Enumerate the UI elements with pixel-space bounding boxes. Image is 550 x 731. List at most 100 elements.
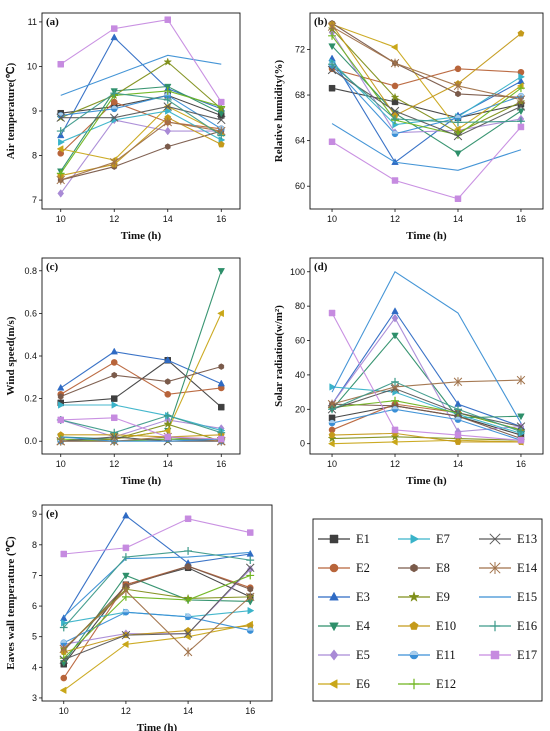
data-point-E16 bbox=[391, 377, 399, 386]
data-point-E2 bbox=[454, 65, 462, 73]
y-tick-label: 0.2 bbox=[24, 394, 37, 404]
data-point-E13 bbox=[516, 102, 526, 111]
series-line-E17 bbox=[63, 518, 251, 555]
legend: E1 E2 E3 E4 E5 E6 E7 E8 E9 E10 E11 E12 E13 E14 E15 E16 E… bbox=[312, 518, 543, 702]
data-point-E7 bbox=[392, 120, 400, 129]
data-point-E1 bbox=[218, 403, 225, 411]
data-point-E6 bbox=[59, 686, 67, 695]
series-line-E14 bbox=[60, 121, 222, 181]
panel-label: (c) bbox=[46, 261, 59, 273]
data-point-E13 bbox=[121, 630, 131, 640]
data-point-E16 bbox=[328, 405, 336, 414]
plot-frame bbox=[41, 504, 273, 702]
y-tick-label: 60 bbox=[295, 336, 305, 346]
data-point-E7 bbox=[58, 401, 65, 409]
data-point-E7 bbox=[329, 383, 337, 391]
legend-marker-E3 bbox=[329, 591, 339, 601]
series-line-E4 bbox=[63, 574, 251, 664]
data-point-E13 bbox=[109, 113, 119, 122]
series-line-E3 bbox=[331, 310, 522, 428]
data-point-E11-shade bbox=[454, 416, 461, 420]
legend-marker-E1 bbox=[329, 534, 339, 544]
series-layer bbox=[56, 16, 226, 198]
series-line-E4 bbox=[331, 334, 521, 419]
data-point-E6 bbox=[516, 82, 524, 90]
data-point-E11-shade bbox=[111, 105, 118, 109]
data-point-E6 bbox=[390, 43, 398, 51]
x-tick-label: 12 bbox=[109, 459, 119, 469]
data-point-E3 bbox=[57, 383, 65, 391]
x-tick-label: 14 bbox=[163, 214, 173, 224]
data-point-E16 bbox=[454, 405, 462, 414]
series-line-E17 bbox=[331, 126, 522, 200]
data-point-E13 bbox=[453, 131, 463, 141]
series-line-E7 bbox=[60, 110, 222, 143]
series-line-E12 bbox=[60, 90, 222, 174]
series-line-E14 bbox=[63, 589, 251, 653]
data-point-E9 bbox=[327, 433, 337, 443]
data-point-E7 bbox=[247, 606, 255, 615]
series-line-E11 bbox=[331, 65, 522, 135]
data-point-E12 bbox=[184, 596, 192, 604]
x-axis-title: Time (h) bbox=[137, 722, 178, 731]
data-point-E6 bbox=[56, 145, 64, 153]
data-point-E3 bbox=[391, 307, 399, 314]
data-point-E9 bbox=[163, 57, 173, 66]
data-point-E4 bbox=[517, 108, 525, 116]
series-line-E10 bbox=[331, 24, 522, 117]
y-tick-label: 0.6 bbox=[24, 308, 37, 318]
data-point-E4 bbox=[517, 413, 525, 421]
data-point-E2 bbox=[164, 391, 172, 398]
data-point-E16 bbox=[110, 428, 119, 437]
data-point-E14 bbox=[121, 586, 131, 596]
legend-label-E14: E14 bbox=[517, 561, 538, 575]
legend-label-E10: E10 bbox=[436, 619, 456, 633]
series-line-E16 bbox=[60, 415, 222, 434]
data-point-E4 bbox=[391, 332, 399, 340]
data-point-E17 bbox=[218, 435, 225, 443]
data-point-E17 bbox=[164, 433, 172, 441]
data-point-E11-shade bbox=[57, 112, 64, 116]
data-point-E17 bbox=[517, 436, 525, 444]
legend-marker-E17 bbox=[490, 650, 500, 660]
data-point-E6 bbox=[163, 426, 171, 435]
data-point-E9 bbox=[163, 419, 173, 428]
series-layer bbox=[56, 268, 226, 446]
x-tick-label: 14 bbox=[453, 214, 463, 224]
data-point-E4 bbox=[454, 150, 462, 158]
chart-panel-0: (a) 10 12 14 16 7 8 9 10 11 Time (h) Air temperatur… bbox=[5, 12, 241, 242]
legend-label-E7: E7 bbox=[436, 532, 450, 546]
series-line-E7 bbox=[331, 386, 522, 434]
series-line-E17 bbox=[60, 19, 222, 103]
data-point-E17 bbox=[184, 515, 192, 523]
legend-marker-E12 bbox=[408, 678, 420, 690]
series-layer bbox=[327, 270, 526, 448]
y-tick-label: 0 bbox=[300, 439, 305, 449]
series-line-E6 bbox=[60, 313, 222, 442]
series-line-E5 bbox=[331, 32, 522, 134]
data-point-E13 bbox=[183, 629, 193, 638]
series-line-E15 bbox=[331, 123, 522, 171]
x-tick-label: 16 bbox=[216, 459, 226, 469]
series-line-E13 bbox=[331, 388, 522, 428]
y-axis-title: Air temperature(℃) bbox=[5, 62, 17, 159]
x-tick-label: 12 bbox=[121, 706, 131, 716]
data-point-E13 bbox=[390, 106, 400, 116]
series-line-E6 bbox=[332, 439, 521, 445]
data-point-E7 bbox=[61, 619, 68, 627]
data-point-E13 bbox=[327, 65, 337, 75]
series-line-E16 bbox=[331, 63, 521, 123]
y-tick-label: 8 bbox=[32, 540, 37, 550]
data-point-E16 bbox=[328, 60, 336, 69]
series-line-E4 bbox=[331, 45, 522, 154]
x-tick-label: 12 bbox=[390, 459, 400, 469]
data-point-E17 bbox=[110, 414, 118, 422]
data-point-E17 bbox=[391, 426, 399, 434]
x-axis-title: Time (h) bbox=[121, 475, 162, 487]
series-line-E12 bbox=[63, 574, 251, 659]
data-point-E17 bbox=[57, 60, 64, 68]
series-line-E5 bbox=[331, 317, 522, 433]
x-axis-title: Time (h) bbox=[406, 475, 447, 487]
legend-label-E15: E15 bbox=[517, 590, 537, 604]
panel-label: (a) bbox=[46, 16, 59, 28]
